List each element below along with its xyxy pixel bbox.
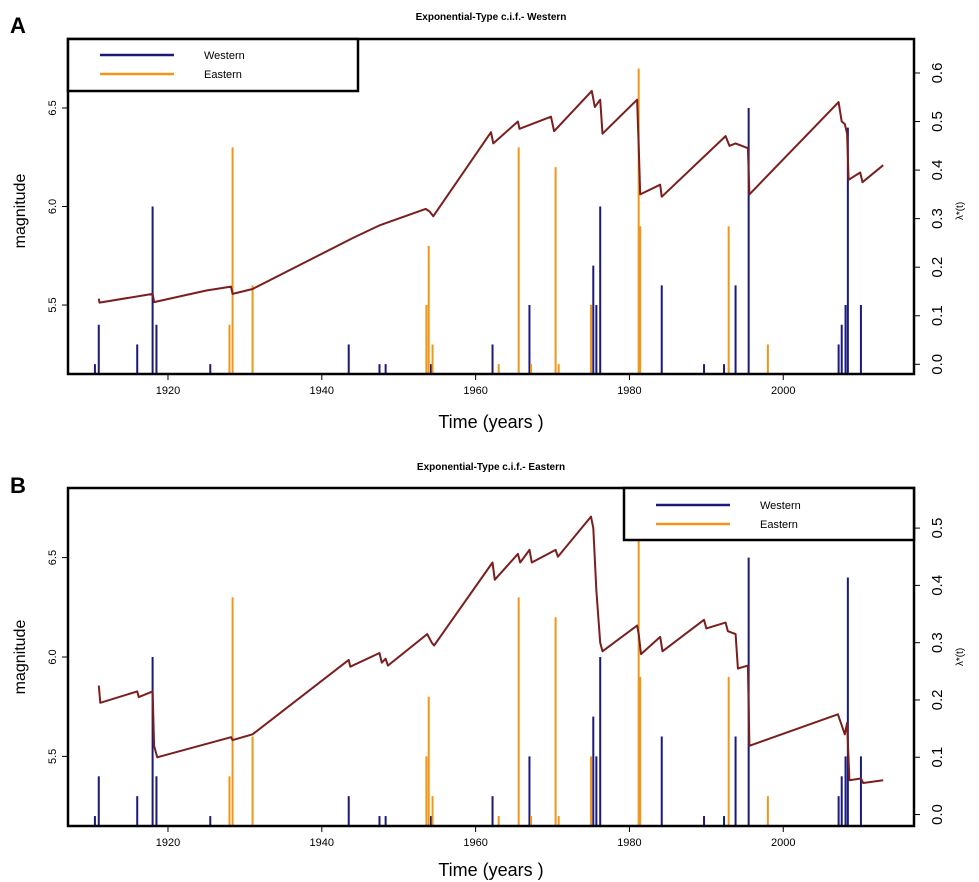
panel-a-y-left-label: magnitude — [12, 174, 29, 249]
y-right-tick-label: 0.3 — [929, 208, 946, 229]
panel-a-legend: Western Eastern — [66, 37, 360, 93]
panel-b-y-left-label: magnitude — [12, 620, 29, 695]
panel-a: A Exponential-Type c.i.f.- Western magni… — [10, 12, 966, 432]
y-right-tick-label: 0.1 — [929, 305, 946, 326]
y-right-tick-label: 0.6 — [929, 63, 946, 84]
panel-b-title: Exponential-Type c.i.f.- Eastern — [417, 462, 565, 473]
panel-b-y-right-label: λ*(t) — [955, 648, 966, 666]
y-right-tick-label: 0.0 — [929, 804, 946, 825]
panel-b-x-label: Time (years ) — [438, 860, 543, 880]
cif-line — [97, 89, 884, 304]
y-left-tick-label: 6.0 — [47, 649, 59, 664]
panel-letter-a: A — [10, 13, 26, 38]
y-right-tick-label: 0.5 — [929, 518, 946, 539]
y-right-tick-label: 0.2 — [929, 257, 946, 278]
x-tick-label: 1920 — [156, 385, 180, 397]
legend-western-label: Western — [204, 50, 245, 62]
panel-a-title: Exponential-Type c.i.f.- Western — [416, 12, 567, 23]
y-right-tick-label: 0.3 — [929, 632, 946, 653]
legend-western-label: Western — [760, 500, 801, 512]
legend-box — [66, 37, 360, 93]
y-left-tick-label: 6.0 — [47, 199, 59, 214]
x-tick-label: 1980 — [617, 385, 641, 397]
x-tick-label: 2000 — [771, 385, 795, 397]
panel-b: B Exponential-Type c.i.f.- Eastern magni… — [10, 462, 966, 880]
y-right-tick-label: 0.0 — [929, 354, 946, 375]
y-left-tick-label: 6.5 — [47, 100, 59, 115]
x-tick-label: 1920 — [156, 837, 180, 849]
y-right-tick-label: 0.5 — [929, 111, 946, 132]
y-right-tick-label: 0.2 — [929, 690, 946, 711]
x-tick-label: 1940 — [310, 385, 334, 397]
cif-line — [97, 515, 884, 784]
panel-b-legend: Western Eastern — [622, 486, 916, 542]
x-tick-label: 1960 — [463, 385, 487, 397]
x-tick-label: 1960 — [463, 837, 487, 849]
y-left-tick-label: 5.5 — [47, 297, 59, 312]
y-left-tick-label: 5.5 — [47, 749, 59, 764]
x-tick-label: 2000 — [771, 837, 795, 849]
y-right-tick-label: 0.4 — [929, 575, 946, 596]
panel-letter-b: B — [10, 473, 26, 498]
y-right-tick-label: 0.4 — [929, 160, 946, 181]
y-left-tick-label: 6.5 — [47, 550, 59, 565]
panel-b-plot-area: 1920 1940 1960 1980 2000 5.5 6.0 6.5 0.0 0.1 0.2 0.… — [47, 486, 946, 849]
panel-a-y-right-label: λ*(t) — [955, 202, 966, 220]
panel-a-plot-area: 1920 1940 1960 1980 2000 5.5 6.0 6.5 0.0 0.1 0.2 0.… — [47, 37, 946, 397]
x-tick-label: 1940 — [310, 837, 334, 849]
legend-eastern-label: Eastern — [204, 69, 242, 81]
x-tick-label: 1980 — [617, 837, 641, 849]
panel-a-x-label: Time (years ) — [438, 412, 543, 432]
legend-box — [622, 486, 916, 542]
legend-eastern-label: Eastern — [760, 519, 798, 531]
y-right-tick-label: 0.1 — [929, 747, 946, 768]
